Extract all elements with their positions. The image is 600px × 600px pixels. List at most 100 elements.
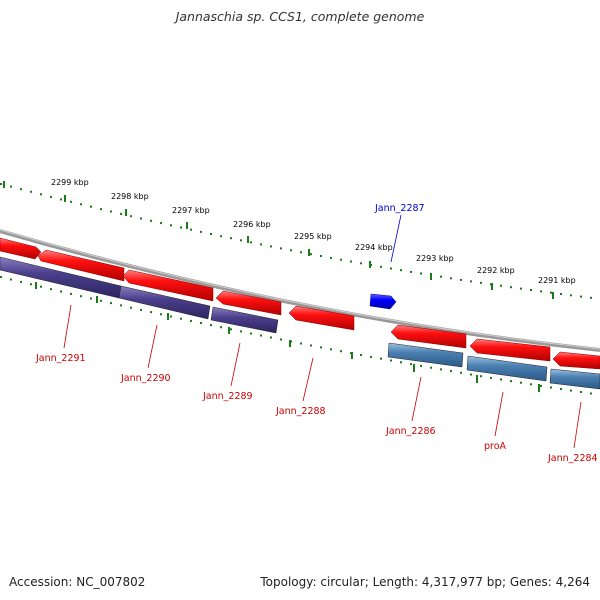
minor-tick bbox=[340, 258, 342, 261]
leader-line bbox=[63, 304, 72, 349]
accession-text: Accession: NC_007802 bbox=[9, 575, 146, 589]
gene-label-jann-2291[interactable]: Jann_2291 bbox=[35, 353, 86, 364]
minor-tick bbox=[520, 381, 522, 384]
minor-tick bbox=[530, 289, 532, 291]
gene-feature[interactable] bbox=[552, 351, 600, 370]
minor-tick bbox=[140, 308, 142, 311]
minor-tick bbox=[510, 380, 512, 383]
minor-tick bbox=[570, 389, 572, 392]
gene-feature[interactable] bbox=[122, 269, 214, 302]
minor-tick bbox=[50, 195, 52, 198]
minor-tick bbox=[220, 235, 222, 238]
cds-feature[interactable] bbox=[466, 355, 548, 382]
minor-tick bbox=[180, 226, 182, 229]
cds-feature[interactable] bbox=[549, 368, 600, 390]
minor-tick bbox=[260, 243, 262, 246]
minor-tick bbox=[310, 253, 312, 256]
kbp-label: 2295 kbp bbox=[294, 232, 332, 241]
minor-tick bbox=[330, 256, 332, 259]
minor-tick bbox=[590, 392, 592, 395]
minor-tick bbox=[440, 275, 442, 278]
inner-tick-track bbox=[35, 282, 540, 392]
gene-feature[interactable] bbox=[390, 324, 467, 349]
minor-tick bbox=[370, 355, 372, 358]
gene-label-proa[interactable]: proA bbox=[484, 441, 507, 452]
gene-feature[interactable] bbox=[0, 237, 42, 260]
minor-tick bbox=[100, 299, 102, 302]
leader-line bbox=[302, 357, 314, 402]
gene-label-jann-2288[interactable]: Jann_2288 bbox=[275, 406, 326, 417]
minor-tick bbox=[240, 330, 242, 333]
minor-tick bbox=[370, 264, 372, 267]
minor-tick bbox=[240, 239, 242, 242]
minor-tick bbox=[190, 228, 192, 231]
major-tick bbox=[96, 296, 98, 303]
minor-tick bbox=[80, 295, 82, 298]
leader-line bbox=[494, 391, 504, 437]
minor-tick bbox=[390, 267, 392, 270]
gene-jann-2287[interactable] bbox=[369, 293, 397, 310]
minor-tick bbox=[510, 286, 512, 289]
gene-label-jann-2286[interactable]: Jann_2286 bbox=[385, 426, 436, 437]
minor-tick bbox=[120, 212, 122, 215]
minor-tick bbox=[30, 190, 32, 193]
leader-line bbox=[147, 324, 158, 369]
major-tick bbox=[289, 340, 291, 347]
minor-tick bbox=[410, 363, 412, 366]
kbp-label: 2294 kbp bbox=[355, 243, 393, 252]
major-tick bbox=[491, 283, 493, 290]
minor-tick bbox=[80, 203, 82, 206]
leader-line bbox=[573, 401, 582, 449]
minor-tick bbox=[250, 241, 252, 244]
minor-tick bbox=[570, 294, 572, 297]
minor-tick bbox=[530, 383, 532, 386]
cds-feature[interactable] bbox=[210, 306, 279, 334]
cds-feature[interactable] bbox=[387, 342, 464, 368]
minor-tick bbox=[150, 219, 152, 222]
gene-label-jann-2290[interactable]: Jann_2290 bbox=[120, 373, 171, 384]
minor-tick bbox=[560, 293, 562, 295]
major-tick bbox=[308, 249, 310, 256]
gene-feature[interactable] bbox=[469, 338, 551, 362]
minor-tick bbox=[400, 361, 402, 364]
minor-tick bbox=[90, 205, 92, 208]
minor-tick bbox=[420, 364, 422, 367]
kbp-label: 2293 kbp bbox=[416, 254, 454, 263]
minor-tick bbox=[360, 262, 362, 265]
gene-feature[interactable] bbox=[37, 249, 125, 282]
major-tick bbox=[413, 364, 415, 372]
minor-tick bbox=[410, 270, 412, 273]
major-tick bbox=[228, 327, 230, 334]
cds-feature[interactable] bbox=[118, 285, 211, 320]
minor-tick bbox=[60, 198, 62, 201]
minor-tick bbox=[460, 371, 462, 374]
minor-tick bbox=[10, 185, 12, 188]
major-tick bbox=[552, 292, 554, 299]
minor-tick bbox=[540, 290, 542, 293]
outer-minor-ticks bbox=[0, 183, 592, 299]
minor-tick bbox=[320, 346, 322, 349]
gene-label-jann-2289[interactable]: Jann_2289 bbox=[202, 391, 253, 402]
map-title: Jannaschia sp. CCS1, complete genome bbox=[175, 9, 425, 24]
minor-tick bbox=[260, 334, 262, 337]
minor-tick bbox=[480, 281, 482, 284]
minor-tick bbox=[170, 224, 172, 227]
gene-label-jann-2287[interactable]: Jann_2287 bbox=[374, 203, 425, 214]
minor-tick bbox=[230, 328, 232, 331]
minor-tick bbox=[490, 376, 492, 379]
gene-feature[interactable] bbox=[215, 290, 282, 316]
minor-tick bbox=[50, 288, 52, 291]
minor-tick bbox=[520, 287, 522, 290]
gene-label-jann-2284[interactable]: Jann_2284 bbox=[547, 453, 598, 464]
minor-tick bbox=[590, 296, 592, 299]
minor-tick bbox=[130, 306, 132, 309]
minor-tick bbox=[380, 265, 382, 268]
kbp-labels: 2299 kbp 2298 kbp 2297 kbp 2296 kbp 2295… bbox=[51, 178, 576, 285]
minor-tick bbox=[90, 297, 92, 300]
kbp-label: 2291 kbp bbox=[538, 276, 576, 285]
gene-feature[interactable] bbox=[288, 305, 355, 331]
gene-track-red bbox=[0, 237, 600, 370]
minor-tick bbox=[440, 368, 442, 371]
leader-line bbox=[411, 376, 422, 422]
minor-tick bbox=[250, 332, 252, 335]
